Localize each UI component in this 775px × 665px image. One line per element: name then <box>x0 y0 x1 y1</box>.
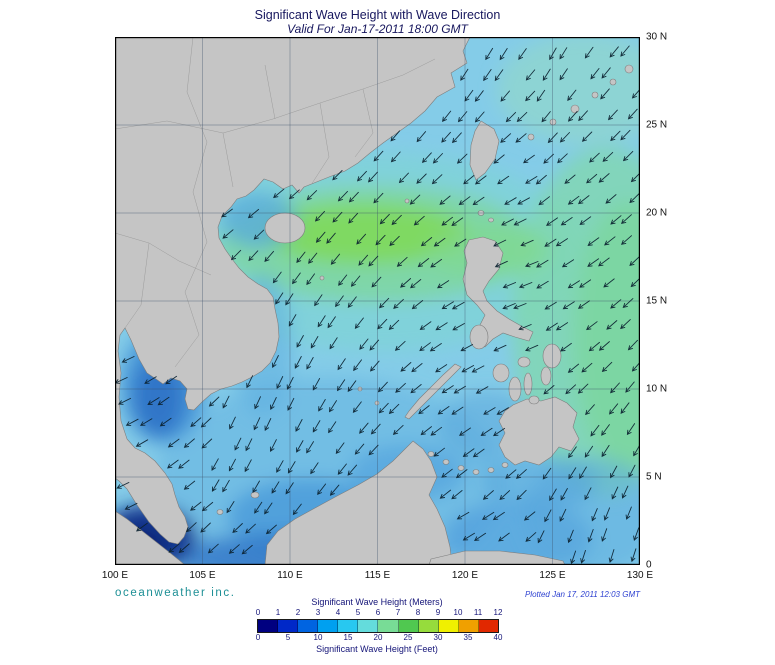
meter-tick: 6 <box>375 608 381 617</box>
lat-label: 10 N <box>646 383 668 395</box>
feet-tick: 0 <box>255 633 261 642</box>
meter-tick: 11 <box>473 608 483 617</box>
wave-field-east-china-sea-green <box>497 37 640 144</box>
island-paracel <box>319 275 325 281</box>
colorbar-cell <box>318 620 339 632</box>
feet-tick: 10 <box>313 633 323 642</box>
meter-tick: 12 <box>493 608 503 617</box>
lat-label: 15 N <box>646 295 668 307</box>
land-luzon <box>462 236 534 348</box>
island-spratly-2 <box>374 400 380 406</box>
feet-tick: 30 <box>433 633 443 642</box>
colorbar-cell <box>378 620 399 632</box>
lon-label: 120 E <box>451 570 479 581</box>
meter-tick: 8 <box>415 608 421 617</box>
meter-tick: 2 <box>295 608 301 617</box>
wave-field-mindanao-se-blue <box>482 454 598 510</box>
island-ryukyu-1 <box>527 133 535 141</box>
island-masbate <box>517 356 531 368</box>
lon-label: 125 E <box>539 570 566 581</box>
chart-title: Significant Wave Height with Wave Direct… <box>254 8 501 22</box>
colorbar-cell <box>298 620 319 632</box>
wave-direction-arrows <box>115 45 640 565</box>
lon-label: 110 E <box>277 570 303 581</box>
latlon-grid <box>115 37 640 565</box>
colorbar-cell <box>478 620 498 632</box>
wave-map <box>115 37 640 565</box>
land-palawan <box>404 363 462 420</box>
colorbar-cell <box>418 620 439 632</box>
feet-tick: 15 <box>343 633 353 642</box>
wave-field-philippine-sea-green-core <box>574 202 640 472</box>
lat-label: 30 N <box>646 31 668 43</box>
island-anambas <box>216 509 224 515</box>
meter-tick: 0 <box>255 608 261 617</box>
island-ryukyu-2 <box>549 118 557 126</box>
meter-tick: 1 <box>275 608 281 617</box>
island-sulu-arc-6 <box>427 451 435 457</box>
colorbar-cell <box>258 620 279 632</box>
feet-tick: 35 <box>463 633 473 642</box>
feet-tick: 20 <box>373 633 383 642</box>
island-cebu <box>523 372 533 396</box>
colorbar-cell <box>398 620 419 632</box>
admin-boundaries <box>115 37 436 368</box>
lat-label: 0 <box>646 559 652 571</box>
land-borneo <box>264 440 453 565</box>
oceanweather-brand: oceanweather inc. <box>115 587 236 599</box>
colorbar-cell <box>358 620 379 632</box>
lon-label: 130 E <box>626 570 654 581</box>
lat-label: 20 N <box>646 207 668 219</box>
island-mindoro <box>469 324 489 350</box>
island-samar <box>542 343 562 369</box>
plotted-timestamp: Plotted Jan 17, 2011 12:03 GMT <box>524 590 640 599</box>
feet-tick: 40 <box>493 633 503 642</box>
lat-label: 5 N <box>646 471 662 483</box>
land-sulawesi-strip <box>428 550 566 565</box>
lon-label: 115 E <box>364 570 391 581</box>
island-sulu-arc-5 <box>442 459 450 465</box>
colorbar-feet-ticks: 0 5 10 15 20 25 30 35 40 <box>255 633 503 643</box>
feet-tick: 5 <box>285 633 291 642</box>
island-panay <box>492 363 510 383</box>
island-leyte <box>540 366 552 386</box>
colorbar-feet-label: Significant Wave Height (Feet) <box>316 644 438 654</box>
land-mindanao <box>498 396 580 466</box>
island-sulu-arc-3 <box>472 469 480 475</box>
island-babuyan-2 <box>488 217 494 223</box>
colorbar-gradient <box>257 619 499 633</box>
meter-tick: 7 <box>395 608 401 617</box>
colorbar-cell <box>278 620 299 632</box>
island-bohol <box>528 395 540 405</box>
island-sulu-arc-1 <box>501 462 509 468</box>
island-sulu-arc-4 <box>457 465 465 471</box>
island-ryukyu-3 <box>570 104 580 114</box>
island-hainan <box>264 212 306 244</box>
feet-tick: 25 <box>403 633 413 642</box>
colorbar-meter-ticks: 0 1 2 3 4 5 6 7 8 9 10 11 12 <box>255 608 503 618</box>
map-frame <box>115 37 640 565</box>
island-sulu-arc-2 <box>487 467 495 473</box>
meter-tick: 10 <box>453 608 463 617</box>
colorbar-cell <box>458 620 479 632</box>
lon-label: 105 E <box>189 570 216 581</box>
island-ryukyu-4 <box>591 91 599 99</box>
meter-tick: 4 <box>335 608 341 617</box>
lat-label: 25 N <box>646 119 668 131</box>
meter-tick: 5 <box>355 608 361 617</box>
colorbar-meters-label: Significant Wave Height (Meters) <box>311 597 443 607</box>
land-taiwan <box>469 120 500 181</box>
island-natuna <box>250 491 260 499</box>
chart-valid-time: Valid For Jan-17-2011 18:00 GMT <box>287 22 468 36</box>
island-ryukyu-6 <box>624 64 634 74</box>
island-ryukyu-5 <box>609 78 617 86</box>
meter-tick: 3 <box>315 608 321 617</box>
meter-tick: 9 <box>435 608 441 617</box>
lon-label: 100 E <box>101 570 129 581</box>
island-pratas <box>404 198 410 204</box>
colorbar-cell <box>438 620 459 632</box>
colorbar-cell <box>338 620 359 632</box>
